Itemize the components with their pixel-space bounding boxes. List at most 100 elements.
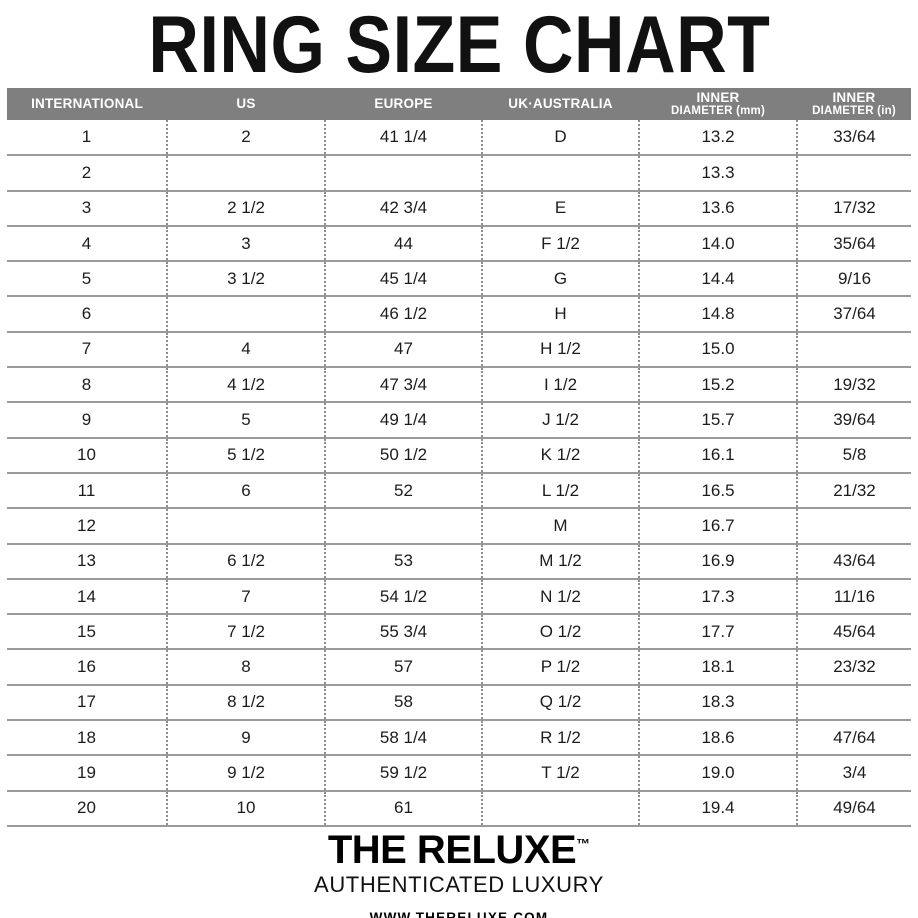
column-header-inner_diameter_in: INNER DIAMETER (in) — [797, 88, 911, 120]
cell-us: 2 1/2 — [167, 190, 326, 227]
cell-us: 8 — [167, 649, 326, 686]
table-row: 17 8 1/2 58 Q 1/2 18.3 — [7, 684, 911, 722]
cell-inner_diameter_in: 21/32 — [797, 472, 911, 510]
cell-international: 4 — [7, 225, 168, 263]
table-row: 4 3 44 F 1/2 14.0 35/64 — [7, 225, 911, 263]
cell-europe: 42 3/4 — [325, 190, 483, 227]
cell-us — [167, 296, 326, 333]
column-header-label: EUROPE — [374, 95, 433, 111]
cell-inner_diameter_mm: 14.8 — [639, 296, 798, 333]
cell-international: 20 — [7, 790, 168, 827]
table-row: 20 10 61 19.4 49/64 — [7, 790, 911, 827]
cell-europe: 53 — [325, 543, 483, 580]
cell-international: 6 — [7, 296, 168, 333]
cell-inner_diameter_mm: 16.7 — [639, 508, 798, 545]
cell-inner_diameter_in: 9/16 — [797, 261, 911, 298]
cell-inner_diameter_mm: 18.6 — [639, 720, 798, 757]
table-row: 6 46 1/2 H 14.8 37/64 — [7, 296, 911, 333]
cell-uk_australia: F 1/2 — [482, 225, 640, 263]
cell-europe: 46 1/2 — [325, 296, 483, 333]
cell-europe — [325, 155, 483, 192]
trademark-symbol: ™ — [576, 835, 591, 852]
cell-inner_diameter_mm: 18.1 — [639, 649, 798, 686]
cell-uk_australia: M — [482, 508, 640, 545]
cell-europe: 61 — [325, 790, 483, 827]
cell-uk_australia: Q 1/2 — [482, 684, 640, 722]
cell-europe: 54 1/2 — [325, 578, 483, 616]
cell-international: 5 — [7, 261, 168, 298]
cell-inner_diameter_in — [797, 155, 911, 192]
cell-international: 15 — [7, 614, 168, 651]
column-header-uk_australia: UK·AUSTRALIA — [482, 88, 639, 120]
cell-international: 2 — [7, 155, 168, 192]
column-header-sublabel: DIAMETER (mm) — [671, 105, 765, 118]
cell-us: 7 1/2 — [167, 614, 326, 651]
cell-inner_diameter_in: 17/32 — [797, 190, 911, 227]
cell-us — [167, 508, 326, 545]
table-row: 11 6 52 L 1/2 16.5 21/32 — [7, 472, 911, 510]
cell-uk_australia: R 1/2 — [482, 720, 640, 757]
cell-us: 6 1/2 — [167, 543, 326, 580]
column-header-sublabel: DIAMETER (in) — [812, 105, 896, 118]
cell-international: 18 — [7, 720, 168, 757]
brand-tagline: AUTHENTICATED LUXURY — [314, 872, 604, 897]
cell-europe: 47 — [325, 331, 483, 369]
cell-international: 9 — [7, 402, 168, 439]
cell-uk_australia: I 1/2 — [482, 367, 640, 404]
cell-inner_diameter_in: 49/64 — [797, 790, 911, 827]
cell-international: 16 — [7, 649, 168, 686]
cell-europe: 59 1/2 — [325, 755, 483, 792]
table-row: 7 4 47 H 1/2 15.0 — [7, 331, 911, 369]
cell-inner_diameter_in: 33/64 — [797, 120, 911, 157]
cell-inner_diameter_in: 3/4 — [797, 755, 911, 792]
cell-international: 10 — [7, 437, 168, 474]
table-row: 1 2 41 1/4 D 13.2 33/64 — [7, 120, 911, 157]
table-row: 10 5 1/2 50 1/2 K 1/2 16.1 5/8 — [7, 437, 911, 474]
column-header-label: INNER — [696, 89, 740, 105]
cell-international: 3 — [7, 190, 168, 227]
cell-inner_diameter_in — [797, 684, 911, 722]
cell-europe: 49 1/4 — [325, 402, 483, 439]
cell-inner_diameter_mm: 19.4 — [639, 790, 798, 827]
column-header-label: UK·AUSTRALIA — [508, 95, 613, 111]
column-header-us: US — [167, 88, 325, 120]
table-body: 1 2 41 1/4 D 13.2 33/64 2 13.3 3 2 1/2 42 3/4 E 13.6… — [7, 120, 911, 827]
cell-inner_diameter_mm: 13.3 — [639, 155, 798, 192]
cell-europe: 57 — [325, 649, 483, 686]
cell-us: 4 — [167, 331, 326, 369]
cell-international: 8 — [7, 367, 168, 404]
cell-inner_diameter_in: 43/64 — [797, 543, 911, 580]
cell-inner_diameter_mm: 18.3 — [639, 684, 798, 722]
cell-inner_diameter_mm: 16.1 — [639, 437, 798, 474]
cell-inner_diameter_mm: 14.4 — [639, 261, 798, 298]
cell-europe: 50 1/2 — [325, 437, 483, 474]
cell-us: 3 1/2 — [167, 261, 326, 298]
cell-inner_diameter_mm: 16.9 — [639, 543, 798, 580]
table-row: 19 9 1/2 59 1/2 T 1/2 19.0 3/4 — [7, 755, 911, 792]
brand-name: THE RELUXE™ — [328, 830, 590, 870]
cell-inner_diameter_mm: 16.5 — [639, 472, 798, 510]
cell-inner_diameter_mm: 19.0 — [639, 755, 798, 792]
cell-europe: 52 — [325, 472, 483, 510]
cell-inner_diameter_in: 39/64 — [797, 402, 911, 439]
cell-international: 14 — [7, 578, 168, 616]
column-header-label: INTERNATIONAL — [31, 95, 143, 111]
cell-uk_australia: H — [482, 296, 640, 333]
cell-inner_diameter_mm: 15.2 — [639, 367, 798, 404]
footer-brand-block: THE RELUXE™ AUTHENTICATED LUXURY WWW.THE… — [0, 830, 918, 918]
cell-international: 17 — [7, 684, 168, 722]
cell-uk_australia: M 1/2 — [482, 543, 640, 580]
column-header-international: INTERNATIONAL — [7, 88, 167, 120]
cell-international: 11 — [7, 472, 168, 510]
cell-inner_diameter_in: 35/64 — [797, 225, 911, 263]
column-header-label: INNER — [832, 89, 876, 105]
cell-uk_australia: K 1/2 — [482, 437, 640, 474]
table-row: 14 7 54 1/2 N 1/2 17.3 11/16 — [7, 578, 911, 616]
cell-us: 6 — [167, 472, 326, 510]
cell-europe: 44 — [325, 225, 483, 263]
cell-inner_diameter_mm: 14.0 — [639, 225, 798, 263]
cell-inner_diameter_in: 5/8 — [797, 437, 911, 474]
cell-inner_diameter_mm: 15.0 — [639, 331, 798, 369]
